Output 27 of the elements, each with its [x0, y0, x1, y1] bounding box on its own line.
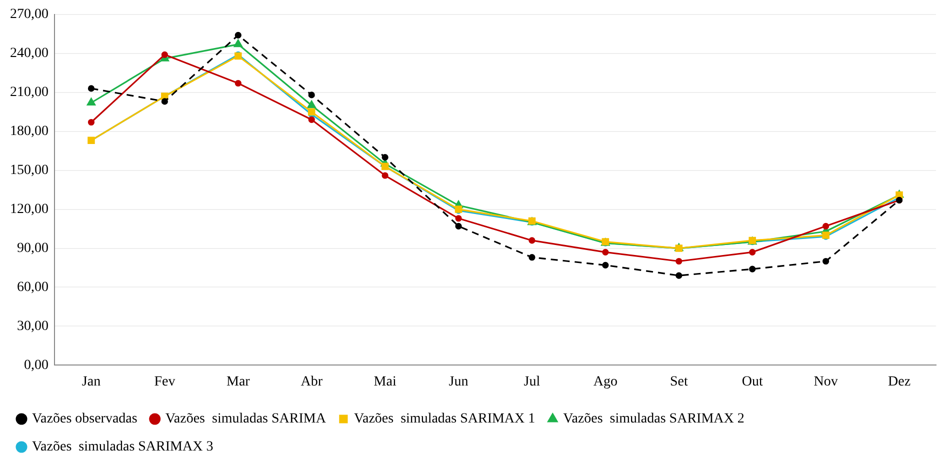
x-tick-label: Out — [742, 374, 763, 390]
y-tick-label: 270,00 — [10, 7, 48, 22]
y-tick-label: 180,00 — [10, 124, 48, 140]
x-tick-label: Jul — [524, 374, 540, 390]
x-tick-label: Jan — [82, 374, 101, 390]
x-tick-label: Jun — [448, 374, 468, 390]
x-tick-label: Mar — [226, 374, 250, 390]
legend-label: Vazões simuladas SARIMAX 2 — [563, 412, 744, 427]
y-tick-label: 90,00 — [17, 240, 48, 256]
x-tick-label: Fev — [154, 374, 176, 390]
x-tick-label: Set — [670, 374, 688, 390]
y-tick-label: 150,00 — [10, 162, 48, 178]
y-tick-label: 0,00 — [24, 358, 48, 373]
y-tick-label: 60,00 — [17, 280, 48, 295]
y-tick-label: 30,00 — [17, 318, 48, 334]
x-tick-label: Ago — [593, 374, 618, 390]
x-tick-label: Dez — [888, 374, 911, 390]
x-tick-label: Mai — [374, 374, 396, 390]
y-tick-label: 210,00 — [10, 85, 48, 100]
y-tick-label: 120,00 — [10, 202, 48, 217]
legend-label: Vazões simuladas SARIMAX 3 — [32, 440, 214, 455]
legend-label: Vazões simuladas SARIMA — [165, 412, 327, 427]
y-tick-label: 240,00 — [10, 46, 48, 62]
x-tick-label: Abr — [300, 374, 323, 390]
x-tick-label: Nov — [814, 374, 838, 390]
legend-label: Vazões simuladas SARIMAX 1 — [354, 412, 536, 427]
legend-label: Vazões observadas — [32, 412, 138, 427]
